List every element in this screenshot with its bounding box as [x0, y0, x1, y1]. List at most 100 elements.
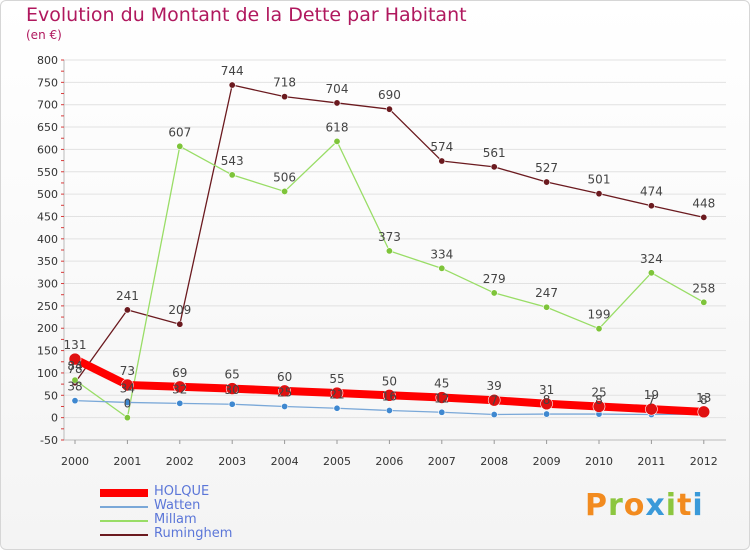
- data-point: [123, 398, 131, 406]
- legend-swatch: [100, 489, 148, 497]
- data-point: [333, 404, 341, 412]
- y-tick-label: 300: [37, 278, 58, 291]
- data-label: 690: [378, 88, 401, 102]
- data-label: 561: [483, 146, 506, 160]
- data-point: [385, 247, 393, 255]
- chart-title: Evolution du Montant de la Dette par Hab…: [26, 4, 467, 26]
- data-label: 7: [490, 394, 498, 408]
- data-point: [176, 399, 184, 407]
- data-label: 718: [273, 76, 296, 90]
- data-point: [173, 380, 187, 394]
- x-tick-label: 2005: [323, 455, 351, 468]
- x-tick-label: 2010: [585, 455, 613, 468]
- data-point: [176, 320, 184, 328]
- data-label: 501: [588, 173, 611, 187]
- proxiti-logo: Proxiti: [585, 488, 704, 523]
- data-label: 60: [277, 370, 292, 384]
- data-point: [176, 142, 184, 150]
- data-label: 13: [696, 391, 711, 405]
- data-point: [71, 397, 79, 405]
- data-label: 16: [382, 389, 397, 403]
- data-point: [543, 410, 551, 418]
- data-point: [645, 402, 658, 416]
- data-label: 21: [329, 387, 344, 401]
- data-label: 8: [543, 393, 551, 407]
- data-point: [592, 400, 606, 413]
- data-label: 50: [382, 374, 397, 388]
- x-tick-label: 2003: [218, 455, 246, 468]
- data-label: 8: [595, 393, 603, 407]
- data-label: 199: [588, 308, 611, 322]
- data-label: 474: [640, 185, 663, 199]
- data-point: [281, 402, 289, 410]
- data-label: 32: [172, 382, 187, 396]
- data-label: 25: [591, 385, 606, 399]
- data-label: 279: [483, 272, 506, 286]
- data-label: 31: [539, 383, 554, 397]
- y-tick-label: 400: [37, 233, 58, 246]
- y-tick-label: 800: [37, 54, 58, 67]
- x-tick-label: 2008: [480, 455, 508, 468]
- data-label: 84: [67, 359, 82, 373]
- data-label: 618: [326, 120, 349, 134]
- y-tick-label: 750: [37, 76, 58, 89]
- legend-swatch: [100, 520, 148, 522]
- data-point: [330, 386, 344, 400]
- y-tick-label: 200: [37, 322, 58, 335]
- y-tick-label: 500: [37, 188, 58, 201]
- y-tick-label: 600: [37, 143, 58, 156]
- data-label: 73: [120, 364, 135, 378]
- data-label: 247: [535, 286, 558, 300]
- y-tick-label: 700: [37, 99, 58, 112]
- data-label: 527: [535, 161, 558, 175]
- data-point: [647, 269, 655, 277]
- data-point: [333, 99, 341, 107]
- data-point: [543, 303, 551, 311]
- x-tick-label: 2007: [428, 455, 456, 468]
- data-point: [385, 105, 393, 113]
- y-tick-label: 50: [44, 389, 58, 402]
- data-point: [697, 405, 711, 419]
- data-label: 506: [273, 170, 296, 184]
- data-label: 34: [120, 381, 135, 395]
- data-point: [490, 411, 498, 419]
- x-tick-label: 2002: [166, 455, 194, 468]
- data-label: 12: [434, 391, 449, 405]
- data-point: [333, 137, 341, 145]
- y-tick-label: 100: [37, 367, 58, 380]
- x-tick-label: 2004: [271, 455, 299, 468]
- x-tick-label: 2012: [690, 455, 718, 468]
- data-point: [438, 157, 446, 165]
- data-label: 19: [644, 388, 659, 402]
- data-point: [595, 190, 603, 198]
- x-tick-label: 2000: [61, 455, 89, 468]
- data-label: 38: [67, 380, 82, 394]
- y-tick-label: 0: [51, 412, 58, 425]
- data-label: 241: [116, 289, 139, 303]
- legend-swatch: [100, 534, 148, 536]
- data-point: [68, 352, 82, 366]
- data-label: 543: [221, 154, 244, 168]
- data-point: [281, 93, 289, 101]
- data-label: 55: [329, 372, 344, 386]
- data-label: 258: [692, 281, 715, 295]
- data-label: 607: [168, 125, 191, 139]
- data-point: [71, 376, 79, 384]
- data-point: [121, 378, 134, 392]
- x-tick-label: 2009: [533, 455, 561, 468]
- y-tick-label: 250: [37, 300, 58, 313]
- x-tick-label: 2006: [375, 455, 403, 468]
- data-point: [123, 306, 131, 314]
- data-point: [438, 264, 446, 272]
- data-label: 7: [648, 394, 656, 408]
- x-tick-label: 2011: [637, 455, 665, 468]
- data-label: 45: [434, 377, 449, 391]
- y-tick-label: 550: [37, 166, 58, 179]
- data-label: 209: [168, 303, 191, 317]
- data-label: 448: [692, 196, 715, 210]
- data-point: [228, 400, 236, 408]
- data-point: [487, 393, 501, 407]
- data-label: 373: [378, 230, 401, 244]
